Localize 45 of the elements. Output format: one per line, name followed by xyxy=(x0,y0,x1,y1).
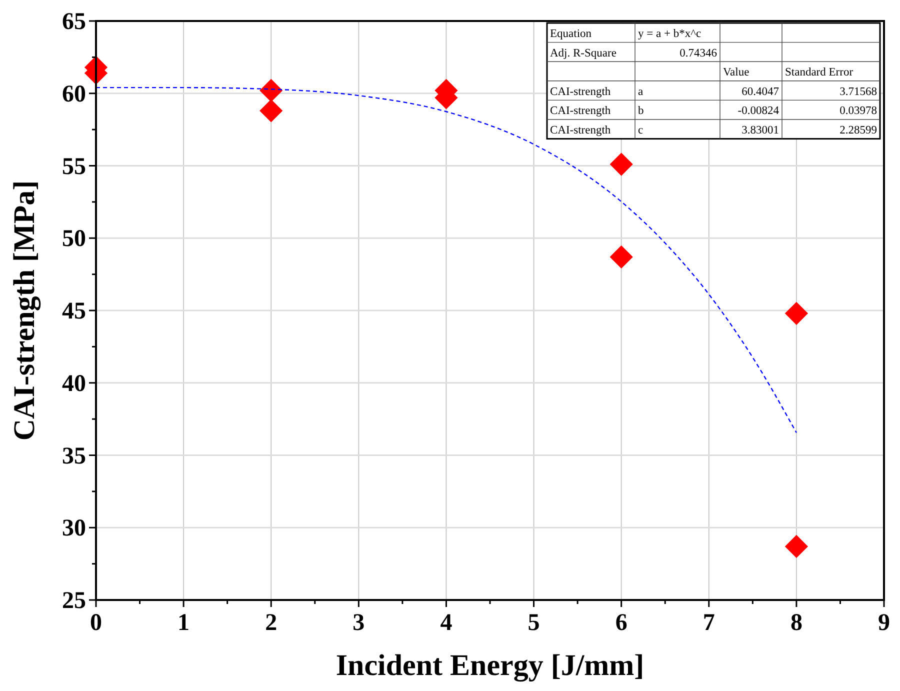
annotation: 0.74346 xyxy=(680,47,718,60)
x-tick-label: 5 xyxy=(528,610,540,636)
annotation: y = a + b*x^c xyxy=(638,28,702,40)
annotation: CAI-strength xyxy=(550,86,611,98)
point xyxy=(260,99,283,122)
y-tick-label: 60 xyxy=(62,81,86,108)
y-tick-label: 50 xyxy=(62,226,86,252)
annotation: 3.83001 xyxy=(742,124,780,136)
y-tick-label: 25 xyxy=(62,588,86,614)
annotation: 2.28599 xyxy=(840,124,878,136)
y-tick-label: 40 xyxy=(62,370,86,397)
point xyxy=(784,534,808,558)
point xyxy=(610,152,633,176)
x-tick-label: 8 xyxy=(790,610,802,636)
point xyxy=(260,78,283,102)
y-tick-label: 65 xyxy=(62,9,86,35)
annotation: 3.71568 xyxy=(840,86,878,98)
annotation: c xyxy=(638,124,644,136)
x-tick-label: 4 xyxy=(440,610,452,636)
x-tick-label: 6 xyxy=(615,610,628,636)
point xyxy=(784,302,808,325)
y-axis-title: CAI-strength [MPa] xyxy=(8,180,41,441)
x-tick-label: 0 xyxy=(90,610,102,636)
annotation: 60.4047 xyxy=(742,86,780,98)
annotation: -0.00824 xyxy=(738,105,780,118)
x-tick-label: 9 xyxy=(878,610,890,636)
x-tick-label: 7 xyxy=(702,610,715,636)
annotation: 0.03978 xyxy=(840,105,878,118)
x-axis-title: Incident Energy [J/mm] xyxy=(336,649,644,682)
point xyxy=(610,245,633,268)
annotation: Adj. R-Square xyxy=(550,47,616,60)
y-tick-label: 45 xyxy=(62,298,86,324)
annotation: Standard Error xyxy=(785,66,854,79)
y-tick-label: 30 xyxy=(62,516,86,542)
y-tick-label: 55 xyxy=(62,154,86,180)
annotation: Equation xyxy=(550,28,592,40)
annotation: CAI-strength xyxy=(550,124,611,136)
x-tick-label: 1 xyxy=(178,610,190,636)
y-tick-label: 35 xyxy=(62,443,86,470)
annotation: Value xyxy=(723,66,750,79)
annotation: b xyxy=(638,105,644,118)
x-tick-label: 3 xyxy=(352,610,365,636)
annotation: CAI-strength xyxy=(550,105,611,118)
x-tick-label: 2 xyxy=(265,610,278,636)
annotation: a xyxy=(638,86,644,98)
